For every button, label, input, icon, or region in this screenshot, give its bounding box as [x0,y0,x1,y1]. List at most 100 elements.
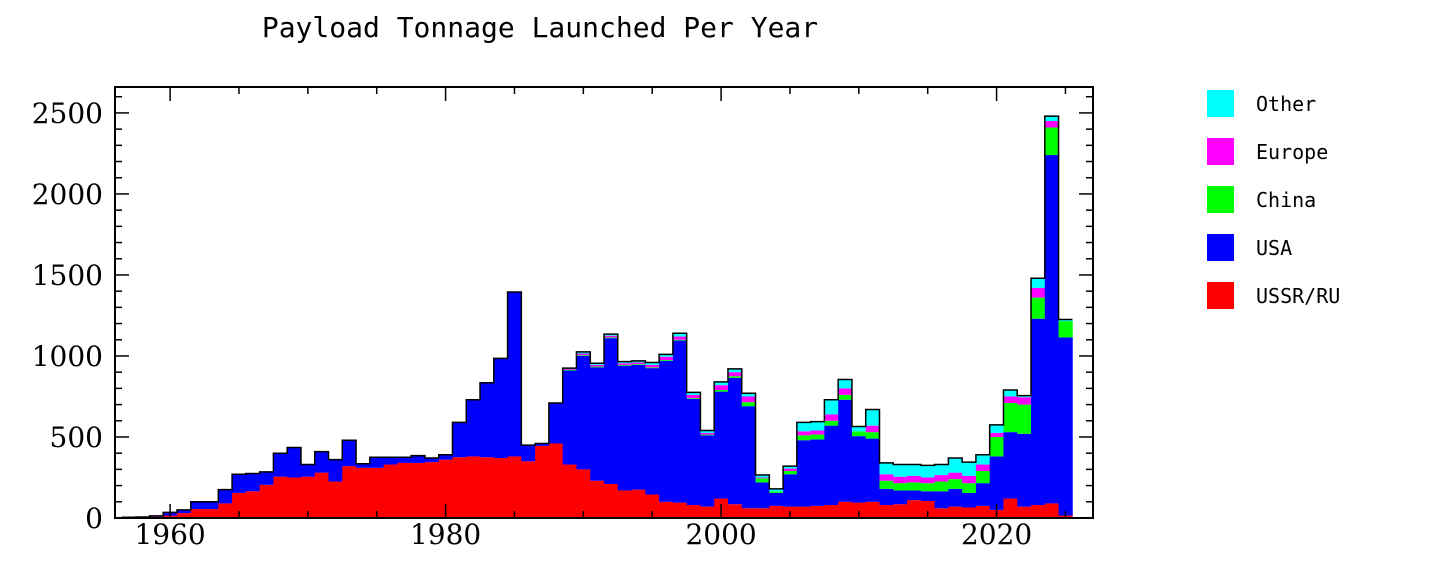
bar-ussr-ru-2024 [1044,503,1059,518]
legend-label-other: Other [1256,92,1316,116]
stack-total-line [121,115,1073,518]
x-tick-label-1960: 1960 [134,518,205,551]
bar-china-1995 [645,367,660,369]
bar-other-2000 [714,381,729,386]
bar-ussr-ru-2009 [838,501,853,518]
bar-ussr-ru-1966 [245,491,261,518]
bar-usa-1985 [507,291,522,457]
bar-europe-2013 [893,476,908,484]
bar-ussr-ru-2006 [796,506,812,518]
bar-china-2015 [920,483,935,492]
legend-swatch-europe [1207,138,1234,165]
legend-label-ussr-ru: USSR/RU [1256,284,1340,308]
bar-other-2017 [948,458,963,473]
bar-europe-1993 [617,363,632,365]
bar-europe-2009 [838,388,853,395]
bar-other-2012 [879,462,894,475]
y-tick-label-1000: 1000 [32,340,103,373]
bar-ussr-ru-1985 [507,456,522,518]
bar-usa-1962 [190,501,205,510]
bar-china-2025 [1058,321,1073,338]
bar-ussr-ru-2008 [824,505,839,518]
bar-ussr-ru-1990 [576,469,591,518]
bar-china-2003 [755,478,770,483]
bar-europe-1992 [604,335,619,338]
bar-usa-2022 [1017,433,1032,507]
bar-china-2009 [838,394,853,400]
bar-china-2010 [851,431,867,437]
bar-europe-2015 [920,477,935,484]
bar-usa-1964 [218,489,233,504]
bar-ussr-ru-2003 [755,508,770,518]
bar-ussr-ru-1961 [176,513,192,518]
bar-other-2021 [1003,390,1018,397]
bar-ussr-ru-1969 [287,477,302,518]
bar-europe-2016 [934,475,949,482]
bar-europe-2014 [907,475,922,483]
bar-ussr-ru-1977 [397,462,412,518]
bar-usa-1998 [686,398,701,506]
bar-usa-1968 [273,453,288,477]
bar-europe-2011 [865,425,880,433]
bar-other-2022 [1017,395,1032,398]
plot-frame [114,86,1094,519]
bar-other-2018 [962,462,977,476]
bar-europe-1989 [562,368,577,370]
bar-ussr-ru-1999 [700,506,715,518]
bar-other-2004 [769,488,784,492]
stack-outline [121,115,1073,518]
bar-usa-1980 [438,454,453,460]
bar-usa-1986 [521,445,536,462]
bar-ussr-ru-1983 [480,457,495,518]
bar-other-1992 [604,334,619,336]
bar-ussr-ru-1964 [218,503,233,518]
bar-usa-2023 [1031,318,1046,506]
bar-china-2005 [783,471,798,475]
bar-usa-1991 [590,367,605,481]
bar-ussr-ru-2021 [1003,498,1018,518]
bar-china-1989 [562,369,577,371]
bar-china-1994 [631,364,646,365]
bars-layer [121,116,1073,518]
y-tick-label-1500: 1500 [32,259,103,292]
bar-usa-1983 [480,382,495,458]
bar-ussr-ru-2013 [893,504,908,518]
bar-europe-2008 [824,414,839,421]
bar-other-2010 [851,426,867,432]
legend-swatch-ussr-ru [1207,282,1234,309]
bar-other-2016 [934,464,949,476]
axis-ticks [115,87,1093,519]
bar-usa-1966 [245,473,261,492]
bar-china-2022 [1017,404,1032,434]
bar-ussr-ru-1996 [659,501,674,518]
bar-europe-1995 [645,364,660,368]
bar-usa-1963 [204,501,219,510]
bar-ussr-ru-1980 [438,459,453,518]
y-tick-label-2500: 2500 [32,97,103,130]
bar-usa-1970 [300,464,316,477]
bar-usa-1988 [548,402,564,444]
bar-china-2018 [962,483,977,493]
bar-ussr-ru-1974 [356,467,371,518]
bar-usa-1974 [356,463,371,468]
bar-ussr-ru-1973 [342,466,357,518]
bar-china-1997 [672,339,688,341]
chart-title: Payload Tonnage Launched Per Year [262,11,818,44]
bar-usa-2004 [769,492,784,506]
bar-europe-2001 [727,372,743,377]
bar-china-1996 [659,360,674,361]
bar-ussr-ru-1976 [383,464,398,518]
bar-usa-2021 [1003,432,1018,499]
bar-usa-1987 [535,443,550,446]
bar-ussr-ru-1988 [548,443,564,518]
bar-china-2004 [769,491,784,493]
bar-usa-2013 [893,490,908,505]
bar-ussr-ru-2001 [727,504,743,518]
bar-usa-2005 [783,474,798,507]
x-tick-label-2020: 2020 [961,518,1032,551]
bar-ussr-ru-1987 [535,445,550,518]
bar-usa-2000 [714,391,729,499]
axis-tick-labels: 1960 1980 2000 2020 0 500 1000 1500 2000 2500 [32,97,1032,551]
y-tick-label-2000: 2000 [32,178,103,211]
